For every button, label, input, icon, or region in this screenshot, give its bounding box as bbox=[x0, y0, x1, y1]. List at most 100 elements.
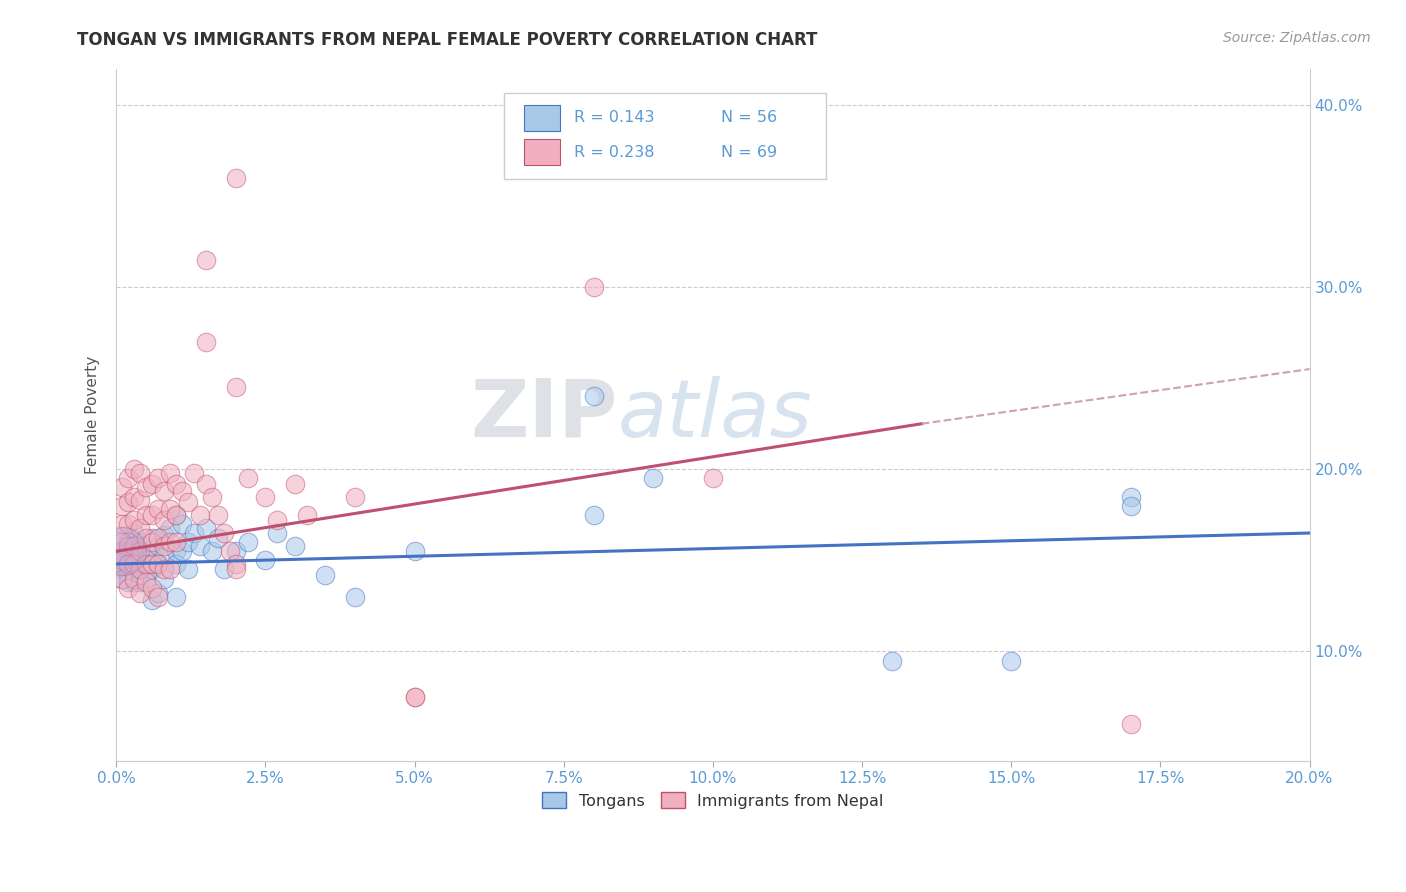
Text: TONGAN VS IMMIGRANTS FROM NEPAL FEMALE POVERTY CORRELATION CHART: TONGAN VS IMMIGRANTS FROM NEPAL FEMALE P… bbox=[77, 31, 818, 49]
Point bbox=[201, 490, 224, 504]
Point bbox=[236, 535, 259, 549]
Point bbox=[135, 532, 157, 546]
Point bbox=[129, 562, 152, 576]
Point bbox=[254, 490, 277, 504]
Text: R = 0.238: R = 0.238 bbox=[575, 145, 655, 160]
Point bbox=[117, 516, 139, 531]
Point bbox=[117, 535, 139, 549]
Point bbox=[236, 471, 259, 485]
Point bbox=[153, 539, 176, 553]
Point bbox=[218, 544, 240, 558]
Point bbox=[122, 526, 145, 541]
Point bbox=[153, 528, 176, 542]
Point bbox=[117, 557, 139, 571]
Point bbox=[159, 535, 181, 549]
Point bbox=[117, 495, 139, 509]
Point bbox=[582, 280, 605, 294]
Point bbox=[225, 170, 247, 185]
Point bbox=[129, 535, 152, 549]
Text: N = 69: N = 69 bbox=[721, 145, 778, 160]
Point bbox=[165, 557, 187, 571]
Point bbox=[177, 495, 200, 509]
Point bbox=[153, 549, 176, 564]
Point bbox=[146, 590, 169, 604]
Point bbox=[111, 544, 134, 558]
Point bbox=[1119, 499, 1142, 513]
Point bbox=[170, 484, 193, 499]
Point bbox=[153, 572, 176, 586]
Point bbox=[129, 586, 152, 600]
Point bbox=[314, 568, 336, 582]
Point bbox=[117, 575, 139, 590]
Point bbox=[111, 553, 134, 567]
Point bbox=[135, 557, 157, 571]
Point bbox=[146, 502, 169, 516]
Point bbox=[141, 557, 163, 571]
Point bbox=[129, 575, 152, 590]
Point bbox=[141, 535, 163, 549]
Point bbox=[295, 508, 318, 522]
Point bbox=[170, 516, 193, 531]
Point bbox=[404, 690, 426, 704]
Point bbox=[141, 581, 163, 595]
Point bbox=[188, 508, 211, 522]
Point bbox=[582, 389, 605, 403]
Point bbox=[165, 508, 187, 522]
Point bbox=[159, 466, 181, 480]
Point bbox=[1119, 717, 1142, 731]
Point bbox=[266, 513, 288, 527]
Point bbox=[702, 471, 724, 485]
Point bbox=[117, 471, 139, 485]
FancyBboxPatch shape bbox=[505, 93, 827, 179]
Point bbox=[129, 493, 152, 508]
Point bbox=[117, 539, 139, 553]
Point bbox=[225, 380, 247, 394]
Point bbox=[177, 562, 200, 576]
Point bbox=[117, 544, 139, 558]
Point bbox=[111, 572, 134, 586]
Point bbox=[207, 508, 229, 522]
Point bbox=[212, 526, 235, 541]
Point bbox=[183, 466, 205, 480]
Point bbox=[643, 471, 665, 485]
Bar bbox=[524, 139, 560, 165]
Text: R = 0.143: R = 0.143 bbox=[575, 111, 655, 125]
Point bbox=[122, 575, 145, 590]
Point bbox=[111, 516, 134, 531]
Point bbox=[170, 544, 193, 558]
Point bbox=[225, 562, 247, 576]
Point bbox=[141, 532, 163, 546]
Point bbox=[194, 334, 217, 349]
Point bbox=[177, 535, 200, 549]
Point bbox=[135, 481, 157, 495]
Point bbox=[129, 544, 152, 558]
Point bbox=[159, 502, 181, 516]
Point bbox=[111, 544, 134, 558]
Point bbox=[122, 544, 145, 558]
Point bbox=[159, 520, 181, 534]
Point bbox=[1119, 490, 1142, 504]
Point bbox=[117, 557, 139, 571]
Point bbox=[111, 562, 134, 576]
Point bbox=[188, 539, 211, 553]
Point bbox=[582, 508, 605, 522]
Point bbox=[207, 532, 229, 546]
Point bbox=[165, 476, 187, 491]
Point bbox=[284, 476, 307, 491]
Point bbox=[266, 526, 288, 541]
Point bbox=[141, 593, 163, 607]
Point bbox=[146, 557, 169, 571]
Point bbox=[141, 508, 163, 522]
Point bbox=[153, 484, 176, 499]
Text: atlas: atlas bbox=[617, 376, 813, 454]
Point bbox=[111, 535, 134, 549]
Point bbox=[135, 572, 157, 586]
Bar bbox=[524, 104, 560, 131]
Point bbox=[111, 572, 134, 586]
Point bbox=[129, 520, 152, 534]
Point bbox=[194, 252, 217, 267]
Point bbox=[135, 508, 157, 522]
Point bbox=[183, 526, 205, 541]
Point bbox=[212, 562, 235, 576]
Point bbox=[146, 557, 169, 571]
